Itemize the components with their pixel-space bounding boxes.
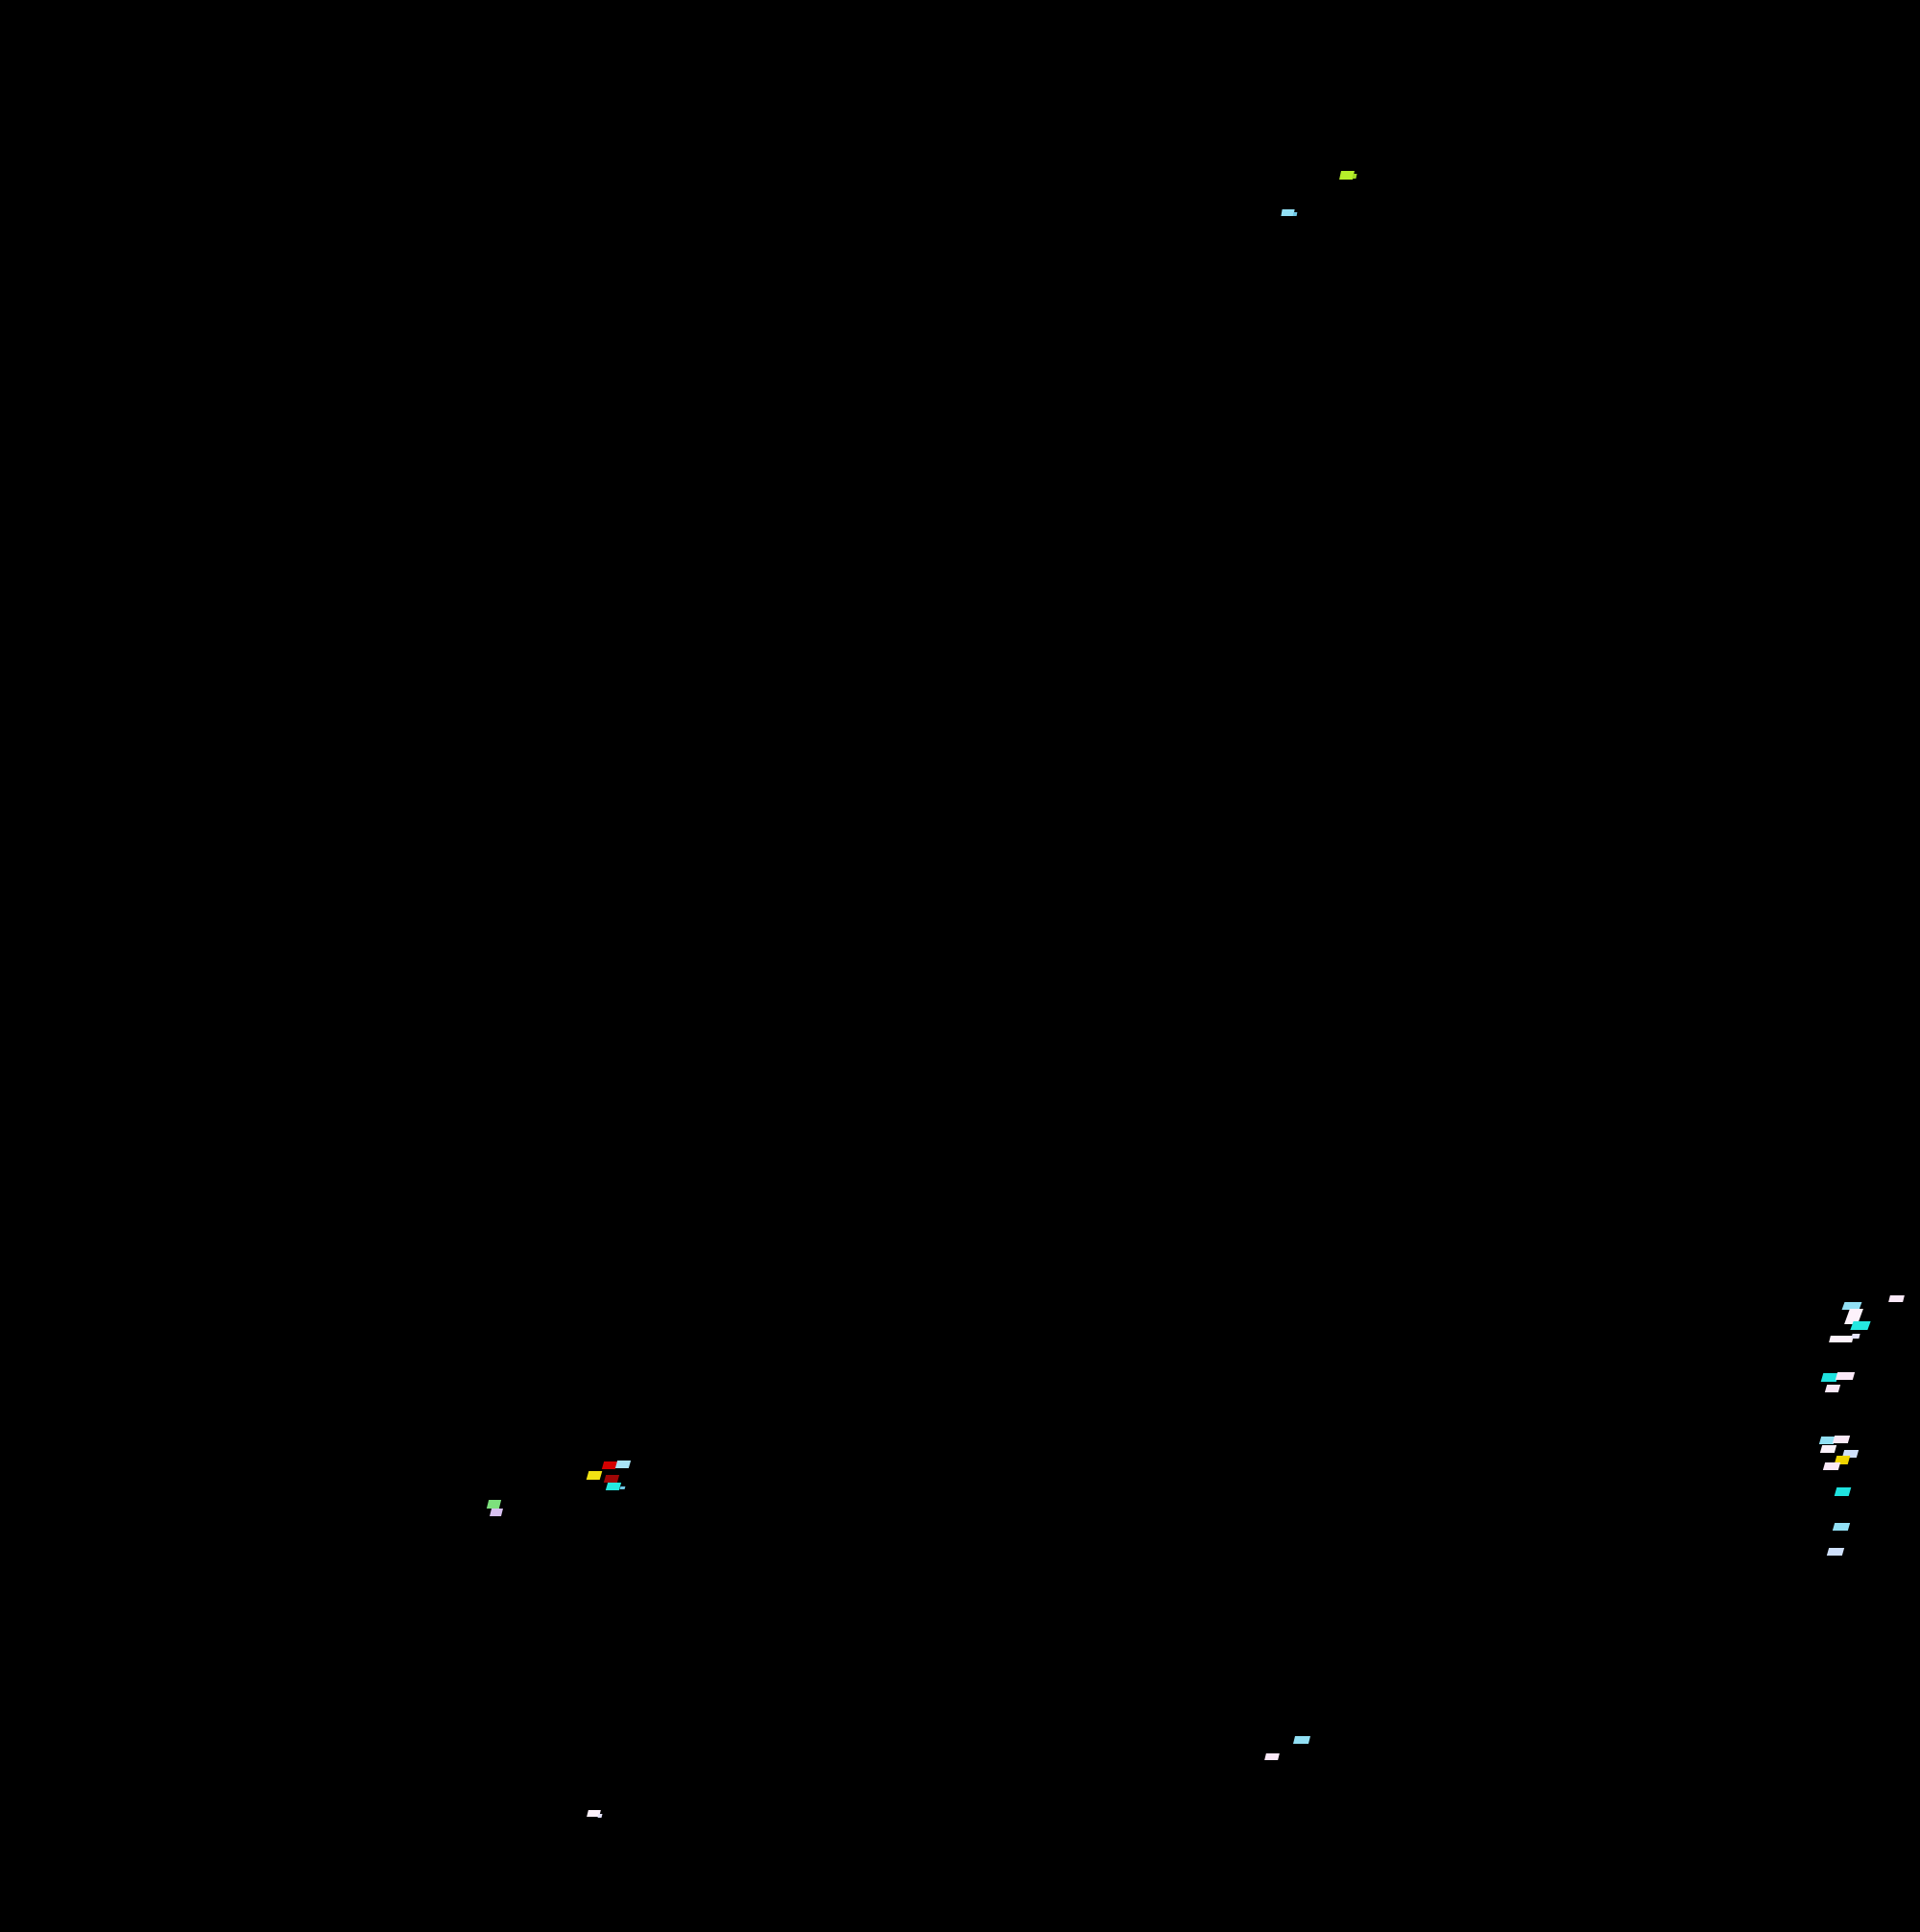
cyan-bar-top-fragment <box>1841 1302 1862 1310</box>
cyan-chip-upper-fragment <box>614 1461 632 1468</box>
blue-chip-tiny-fragment <box>619 1486 626 1489</box>
white-chip-c-fragment <box>587 1810 601 1817</box>
pink-chip-c-fragment <box>1832 1436 1851 1443</box>
cyan-chip-c-fragment <box>1834 1487 1852 1496</box>
pink-chip-d-fragment <box>1822 1462 1841 1470</box>
green-chip-fragment <box>486 1500 502 1509</box>
sky-chip-fragment <box>1281 209 1295 216</box>
red-chip-upper-fragment <box>601 1461 618 1469</box>
gold-chip-fragment <box>1834 1456 1851 1464</box>
lavender-chip-fragment <box>490 1509 503 1516</box>
red-chip-lower-fragment <box>603 1475 620 1483</box>
white-chip-b-fragment <box>1264 1753 1280 1760</box>
paleblue-chip-b-fragment <box>1826 1548 1845 1556</box>
white-chip-c-tip-fragment <box>597 1814 603 1818</box>
lime-chip-tail-fragment <box>1352 174 1357 179</box>
lime-chip-fragment <box>1339 171 1355 180</box>
paleblue-chip-fragment <box>1841 1450 1860 1458</box>
cyan-chip-lower-fragment <box>605 1483 622 1490</box>
yellow-chip-fragment <box>586 1471 603 1480</box>
pink-chip-b-fragment <box>1824 1385 1841 1392</box>
cyan-bar-bottom-fragment <box>1850 1321 1871 1330</box>
white-bar-under-tip-fragment <box>1851 1334 1860 1339</box>
pink-chip-a-fragment <box>1835 1372 1856 1380</box>
pale-bar-mid-fragment <box>1844 1309 1863 1324</box>
cyan-chip-d-fragment <box>1832 1523 1851 1531</box>
sky-chip-b-fragment <box>1293 1736 1310 1744</box>
cyan-chip-b-fragment <box>1818 1437 1836 1444</box>
white-bar-under-fragment <box>1829 1336 1854 1342</box>
pink-chip-far-fragment <box>1888 1295 1905 1302</box>
cyan-chip-a-fragment <box>1820 1373 1839 1382</box>
sky-chip-tail-fragment <box>1292 212 1298 216</box>
white-chip-a-fragment <box>1819 1445 1837 1453</box>
